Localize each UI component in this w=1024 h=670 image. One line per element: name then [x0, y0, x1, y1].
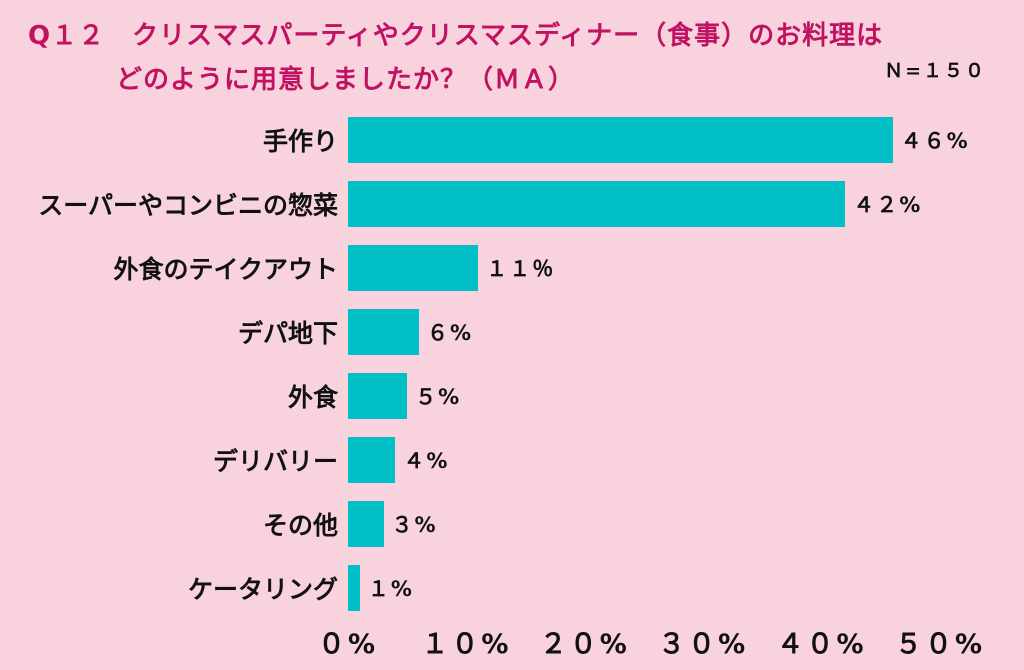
bar-row: スーパーやコンビニの惣菜 ４２%: [0, 172, 1024, 236]
value-label: ４２%: [853, 193, 923, 217]
value-label: ５%: [415, 385, 462, 409]
category-label: 手作り: [262, 127, 338, 156]
x-axis-tick: ３０%: [658, 629, 749, 660]
bar-row: 外食 ５%: [0, 364, 1024, 428]
value-label: ４６%: [900, 129, 970, 153]
category-label: デパ地下: [237, 319, 338, 348]
bar-row: 手作り ４６%: [0, 108, 1024, 172]
value-label: １１％: [486, 257, 556, 281]
bar-row: デリバリー ４%: [0, 428, 1024, 492]
x-axis-tick: ５０%: [894, 629, 986, 660]
value-label: １%: [367, 577, 414, 601]
value-label: ４%: [403, 449, 450, 473]
bar-area: ５%: [348, 364, 940, 428]
bar-area: １%: [348, 556, 940, 620]
category-label: デリバリー: [212, 447, 338, 476]
bar-area: ３%: [348, 492, 940, 556]
category-label: 外食: [287, 383, 338, 412]
category-label: その他: [262, 511, 338, 540]
bar: [348, 117, 893, 163]
x-axis-tick: ２０%: [539, 629, 630, 660]
chart-title-line1: Q１２ クリスマスパーティやクリスマスディナー（食事）のお料理は: [28, 21, 884, 51]
bar-area: ４２%: [348, 172, 940, 236]
bar-area: ４%: [348, 428, 940, 492]
x-axis-tick: １０%: [421, 629, 512, 660]
bar-area: １１％: [348, 236, 940, 300]
x-axis-tick: ０%: [317, 629, 379, 660]
bar: [348, 373, 408, 419]
bar-rows: 手作り ４６% スーパーやコンビニの惣菜 ４２% 外食のテイクアウト １１％ デパ地下 ６% 外…: [0, 108, 1024, 620]
bar-area: ４６%: [348, 108, 968, 172]
bar: [348, 501, 384, 547]
bar: [348, 245, 479, 291]
bar: [348, 437, 396, 483]
bar: [348, 181, 846, 227]
value-label: ３%: [391, 513, 438, 537]
value-label: ６%: [427, 321, 474, 345]
category-label: スーパーやコンビニの惣菜: [38, 191, 338, 220]
x-axis: ０% １０% ２０% ３０% ４０% ５０%: [318, 620, 982, 664]
bar-area: ６%: [348, 300, 940, 364]
bar-chart: 手作り ４６% スーパーやコンビニの惣菜 ４２% 外食のテイクアウト １１％ デパ地下 ６% 外…: [0, 108, 1024, 664]
bar: [348, 565, 360, 611]
chart-title-line2: どのように用意しましたか？（ＭＡ）: [116, 65, 576, 96]
chart-title: Q１２ クリスマスパーティやクリスマスディナー（食事）のお料理は どのように用意…: [28, 14, 883, 102]
x-axis-tick: ４０%: [776, 629, 867, 660]
bar-row: デパ地下 ６%: [0, 300, 1024, 364]
bar: [348, 309, 420, 355]
bar-row: ケータリング １%: [0, 556, 1024, 620]
category-label: ケータリング: [187, 575, 338, 604]
sample-size-label: Ｎ=１５０: [884, 60, 986, 82]
category-label: 外食のテイクアウト: [113, 255, 338, 284]
bar-row: 外食のテイクアウト １１％: [0, 236, 1024, 300]
bar-row: その他 ３%: [0, 492, 1024, 556]
